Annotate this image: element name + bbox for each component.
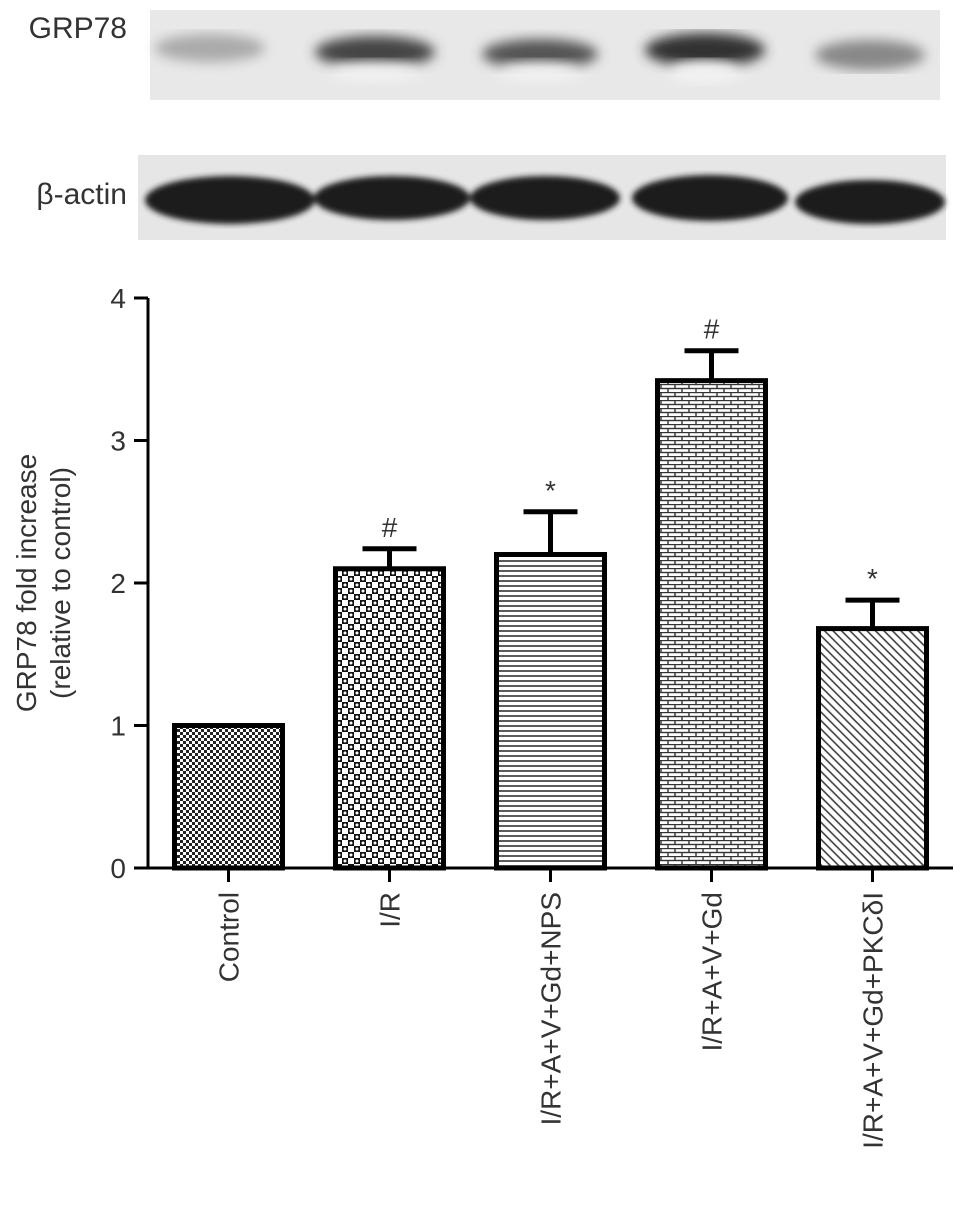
x-tick-label: Control [214, 892, 245, 982]
bar [816, 626, 929, 871]
error-bar [684, 348, 739, 381]
bar [333, 566, 446, 871]
y-tick-label: 4 [110, 283, 126, 314]
blot-label: GRP78 [29, 12, 127, 45]
significance-mark: # [704, 314, 720, 345]
bar [172, 723, 285, 871]
error-bar [362, 546, 417, 569]
significance-mark: * [545, 475, 556, 506]
x-tick-label: I/R+A+V+Gd [697, 892, 728, 1052]
x-tick-label: I/R [375, 892, 406, 928]
y-axis-label: (relative to control) [45, 467, 76, 699]
bar [655, 378, 768, 871]
y-tick-label: 1 [110, 711, 126, 742]
bar [494, 552, 607, 871]
blot-grp78 [150, 10, 940, 100]
y-tick-label: 0 [110, 853, 126, 884]
y-axis-label: GRP78 fold increase [11, 454, 42, 712]
x-tick-label: I/R+A+V+Gd+NPS [536, 892, 567, 1125]
blot-label: β-actin [36, 178, 127, 211]
y-tick-label: 2 [110, 568, 126, 599]
error-bar [845, 597, 900, 629]
blot-actin [138, 155, 946, 240]
significance-mark: # [382, 512, 398, 543]
significance-mark: * [867, 563, 878, 594]
x-tick-label: I/R+A+V+Gd+PKCδI [858, 892, 889, 1149]
error-bar [523, 509, 578, 555]
y-tick-label: 3 [110, 426, 126, 457]
